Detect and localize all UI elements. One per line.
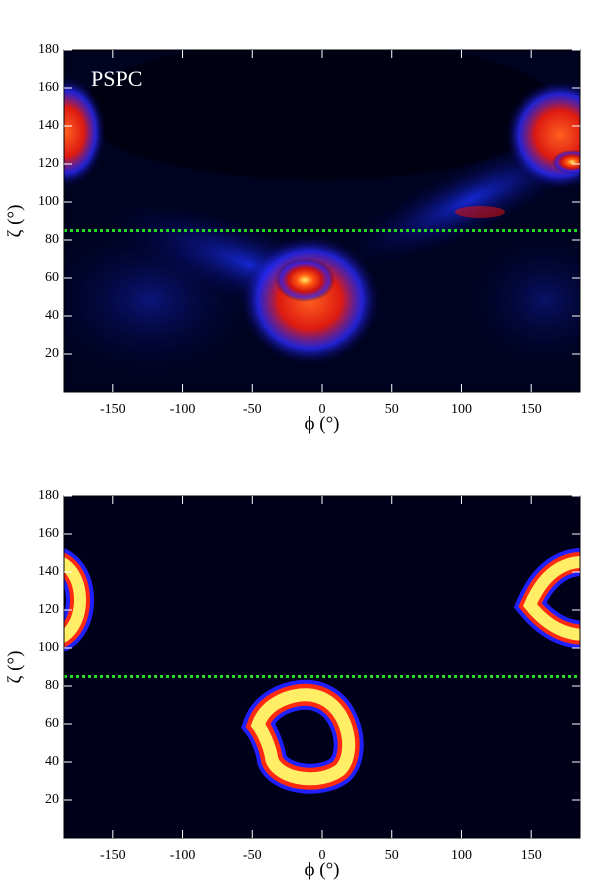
- y-tick-label: 60: [45, 270, 59, 285]
- x-tick-label: -150: [100, 848, 126, 863]
- y-tick-label: 100: [38, 194, 59, 209]
- y-tick-label: 40: [45, 754, 59, 769]
- x-tick-label: -50: [243, 402, 262, 417]
- y-tick-label: 120: [38, 602, 59, 617]
- y-axis-label: ζ (°): [4, 651, 25, 684]
- y-tick-label: 160: [38, 80, 59, 95]
- x-tick-label: 50: [385, 848, 399, 863]
- x-tick-label: -150: [100, 402, 126, 417]
- x-tick-label: -100: [170, 402, 196, 417]
- y-tick-label: 80: [45, 678, 59, 693]
- y-tick-label: 140: [38, 564, 59, 579]
- y-tick-label: 120: [38, 156, 59, 171]
- x-tick-label: -50: [243, 848, 262, 863]
- y-tick-label: 180: [38, 42, 59, 57]
- y-tick-label: 20: [45, 346, 59, 361]
- heatmap-bottom: [64, 496, 580, 838]
- y-tick-label: 180: [38, 488, 59, 503]
- x-tick-label: -100: [170, 848, 196, 863]
- y-tick-label: 140: [38, 118, 59, 133]
- y-tick-label: 20: [45, 792, 59, 807]
- y-tick-label: 100: [38, 640, 59, 655]
- x-axis-label: ϕ (°): [304, 413, 339, 434]
- x-tick-label: 0: [319, 402, 326, 417]
- annotation: PSPC: [91, 66, 142, 91]
- x-tick-label: 150: [521, 848, 542, 863]
- y-tick-label: 80: [45, 232, 59, 247]
- x-tick-label: 150: [521, 402, 542, 417]
- x-tick-label: 50: [385, 402, 399, 417]
- x-axis-label: ϕ (°): [304, 859, 339, 880]
- y-axis-label: ζ (°): [4, 205, 25, 238]
- x-tick-label: 100: [451, 848, 472, 863]
- x-tick-label: 100: [451, 402, 472, 417]
- x-tick-label: 0: [319, 848, 326, 863]
- heatmap-top: [64, 50, 580, 392]
- y-tick-label: 160: [38, 526, 59, 541]
- y-tick-label: 60: [45, 716, 59, 731]
- y-tick-label: 40: [45, 308, 59, 323]
